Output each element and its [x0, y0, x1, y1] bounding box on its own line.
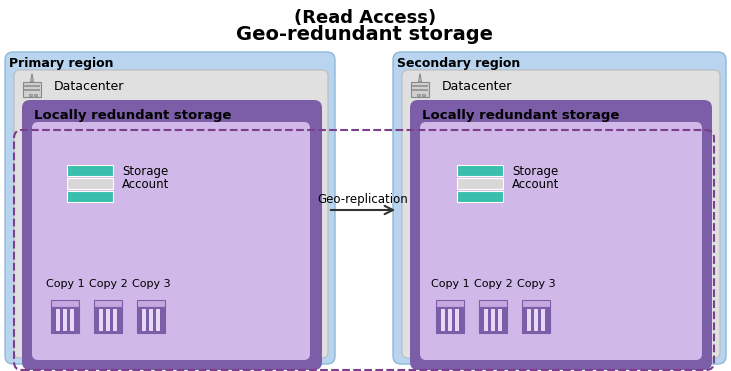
FancyBboxPatch shape — [402, 70, 720, 358]
Text: Copy 1: Copy 1 — [45, 279, 84, 289]
Text: Primary region: Primary region — [9, 58, 113, 70]
Text: Storage: Storage — [512, 165, 558, 178]
Bar — [137, 307, 165, 333]
Text: Secondary region: Secondary region — [397, 58, 520, 70]
Bar — [113, 309, 117, 331]
Bar — [457, 178, 503, 189]
Text: Storage: Storage — [122, 165, 168, 178]
Bar — [441, 309, 445, 331]
Text: Copy 3: Copy 3 — [132, 279, 170, 289]
Bar — [448, 309, 452, 331]
Bar — [99, 309, 103, 331]
Bar — [24, 89, 39, 91]
Text: Locally redundant storage: Locally redundant storage — [34, 109, 232, 122]
Text: Geo-replication: Geo-replication — [318, 194, 409, 207]
Bar — [479, 300, 507, 307]
Bar — [484, 309, 488, 331]
Bar — [24, 85, 39, 87]
FancyBboxPatch shape — [5, 52, 335, 364]
Bar — [156, 309, 160, 331]
Text: Copy 2: Copy 2 — [474, 279, 512, 289]
Bar — [63, 309, 67, 331]
Bar — [436, 307, 464, 333]
Text: Locally redundant storage: Locally redundant storage — [422, 109, 619, 122]
FancyBboxPatch shape — [393, 52, 726, 364]
FancyBboxPatch shape — [22, 100, 322, 370]
Polygon shape — [419, 73, 422, 82]
Bar — [34, 94, 37, 96]
Bar — [498, 309, 502, 331]
Text: Copy 1: Copy 1 — [431, 279, 469, 289]
Bar — [479, 307, 507, 333]
Bar — [149, 309, 153, 331]
Bar — [527, 309, 531, 331]
Bar — [67, 191, 113, 202]
Bar — [70, 309, 74, 331]
Bar — [541, 309, 545, 331]
Bar — [534, 309, 538, 331]
Bar — [106, 309, 110, 331]
Bar — [94, 307, 122, 333]
Text: Datacenter: Datacenter — [54, 81, 124, 93]
Bar — [417, 94, 420, 96]
Bar — [412, 85, 428, 87]
Bar — [67, 178, 113, 189]
Bar — [491, 309, 495, 331]
Bar — [455, 309, 459, 331]
Text: (Read Access): (Read Access) — [294, 9, 436, 27]
Bar — [94, 300, 122, 307]
Bar — [522, 300, 550, 307]
Bar — [436, 300, 464, 307]
FancyBboxPatch shape — [410, 100, 712, 370]
FancyBboxPatch shape — [14, 70, 328, 358]
Text: Account: Account — [122, 178, 170, 191]
Bar — [29, 94, 32, 96]
Polygon shape — [23, 82, 41, 97]
Bar — [412, 89, 428, 91]
Text: Copy 2: Copy 2 — [88, 279, 127, 289]
Bar — [457, 191, 503, 202]
Bar — [51, 300, 79, 307]
Text: Geo-redundant storage: Geo-redundant storage — [237, 24, 493, 43]
Bar — [142, 309, 146, 331]
Bar — [51, 307, 79, 333]
Bar — [56, 309, 60, 331]
Bar — [67, 165, 113, 176]
Text: Copy 3: Copy 3 — [517, 279, 556, 289]
Bar — [457, 165, 503, 176]
FancyBboxPatch shape — [32, 122, 310, 360]
Bar — [522, 307, 550, 333]
Bar — [137, 300, 165, 307]
Polygon shape — [411, 82, 429, 97]
Bar — [422, 94, 425, 96]
Text: Account: Account — [512, 178, 559, 191]
Polygon shape — [31, 73, 34, 82]
FancyBboxPatch shape — [420, 122, 702, 360]
Text: Datacenter: Datacenter — [442, 81, 512, 93]
